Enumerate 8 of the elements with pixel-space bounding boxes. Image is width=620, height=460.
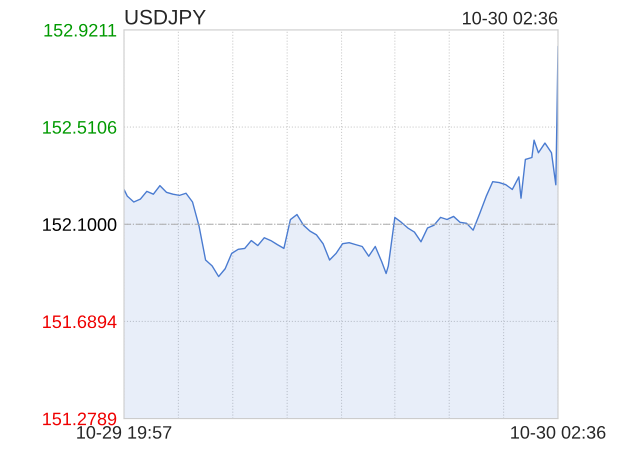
y-tick-label: 152.5106	[43, 121, 116, 134]
chart-title: USDJPY	[126, 10, 206, 25]
chart-subtitle: 10-30 02:36	[463, 12, 558, 25]
x-tick-label: 10-29 19:57	[77, 426, 172, 439]
y-tick-label: 152.1000	[43, 218, 116, 231]
y-tick-label: 151.2789	[43, 412, 116, 426]
y-tick-label: 152.9211	[44, 24, 116, 37]
y-tick-label: 151.6894	[43, 315, 117, 328]
